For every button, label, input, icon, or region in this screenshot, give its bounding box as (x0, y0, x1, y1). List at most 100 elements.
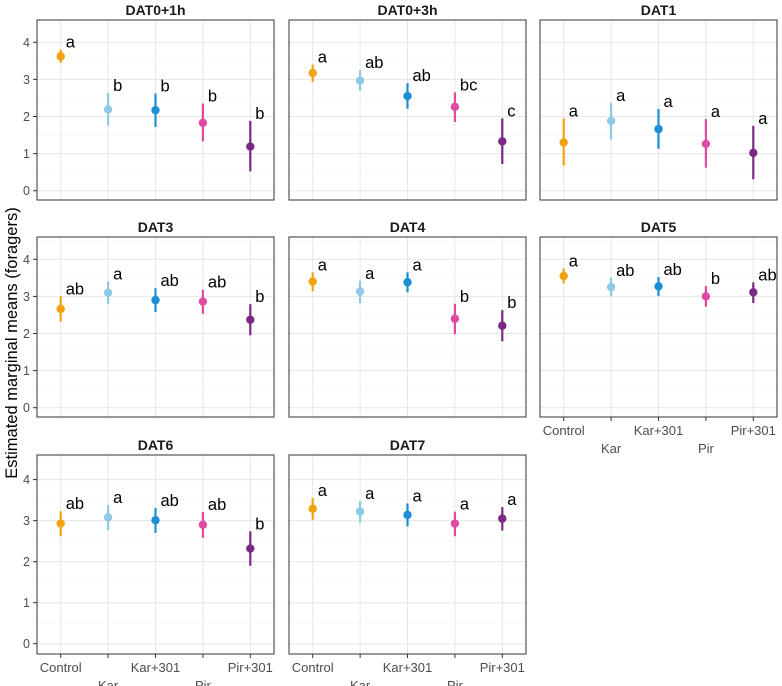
y-tick-label: 3 (23, 290, 30, 304)
panel-title: DAT5 (641, 219, 677, 235)
mean-point-pirplus301 (498, 514, 507, 523)
mean-point-control (308, 277, 317, 286)
significance-letter-karplus301: ab (413, 67, 431, 85)
significance-letter-karplus301: a (413, 487, 423, 505)
data-marks: a a a b b (308, 256, 516, 342)
mean-point-pirplus301 (749, 288, 758, 297)
significance-letter-control: ab (66, 280, 84, 298)
panel-border (36, 236, 275, 418)
significance-letter-pirplus301: a (507, 491, 517, 509)
mean-point-kar (606, 282, 616, 292)
panel-dat1: DAT1 a a a a a (539, 2, 778, 201)
x-tick-label-pirplus301: Pir+301 (228, 660, 273, 675)
grid (37, 20, 274, 200)
mean-point-control (308, 504, 317, 513)
significance-letter-pirplus301: b (255, 288, 264, 306)
y-tick-label: 4 (23, 253, 30, 267)
significance-letter-control: ab (66, 495, 84, 513)
panel-border (288, 19, 527, 201)
y-tick-label: 4 (23, 473, 30, 487)
x-tick-label-control: Control (543, 423, 585, 438)
significance-letter-control: a (318, 256, 328, 274)
mean-point-karplus301 (654, 282, 663, 291)
data-marks: a a a a a (559, 87, 768, 180)
mean-point-pir (701, 139, 711, 149)
mean-point-control (56, 519, 65, 528)
x-tick-label-karplus301: Kar+301 (634, 423, 684, 438)
mean-point-kar (355, 76, 365, 85)
y-tick-label: 1 (23, 364, 30, 378)
significance-letter-control: a (569, 253, 579, 271)
y-tick-label: 4 (23, 36, 30, 50)
panel-dat7: DAT7 Control Kar Kar+301 Pir Pir+301 a a a a a (288, 437, 527, 686)
mean-point-control (56, 304, 65, 314)
mean-point-pirplus301 (498, 321, 507, 330)
significance-letter-control: a (569, 102, 579, 120)
mean-point-karplus301 (403, 510, 412, 520)
significance-letter-control: a (66, 34, 76, 52)
mean-point-pirplus301 (246, 544, 255, 553)
mean-point-kar (355, 507, 365, 516)
significance-letter-karplus301: ab (664, 261, 682, 279)
mean-point-pir (701, 292, 711, 301)
x-tick-label-pir: Pir (698, 441, 715, 456)
data-marks: a b b b b (56, 34, 264, 172)
mean-point-pir (450, 519, 460, 528)
mean-point-pir (198, 118, 208, 128)
mean-point-pirplus301 (246, 315, 255, 324)
significance-letter-kar: a (113, 489, 123, 507)
x-tick-label-kar: Kar (350, 678, 371, 686)
y-tick-label: 0 (23, 184, 30, 198)
significance-letter-control: a (318, 482, 328, 500)
panel-dat0plus1h: DAT0+1h 0 1 2 3 4 a b b b b (23, 2, 275, 201)
x-tick-label-pir: Pir (447, 678, 464, 686)
y-tick-label: 3 (23, 73, 30, 87)
data-marks: a ab ab b ab (559, 253, 777, 307)
panel-border (288, 236, 527, 418)
significance-letter-pir: b (460, 288, 469, 306)
panel-title: DAT1 (641, 2, 677, 18)
mean-point-karplus301 (654, 124, 663, 134)
significance-letter-pir: ab (208, 274, 226, 292)
mean-point-kar (606, 116, 616, 126)
panel-dat5: DAT5 Control Kar Kar+301 Pir Pir+301 a ab ab b ab (539, 219, 778, 456)
mean-point-control (56, 52, 65, 61)
significance-letter-kar: a (616, 87, 626, 105)
mean-point-karplus301 (151, 295, 160, 305)
y-tick-label: 0 (23, 401, 30, 415)
mean-point-control (308, 68, 317, 78)
mean-point-kar (103, 105, 113, 114)
x-tick-label-pir: Pir (195, 678, 212, 686)
significance-letter-kar: b (113, 77, 122, 95)
mean-point-kar (103, 513, 113, 522)
mean-point-karplus301 (403, 278, 412, 287)
mean-point-control (559, 271, 568, 281)
significance-letter-kar: a (365, 265, 375, 283)
significance-letter-pirplus301: b (507, 294, 516, 312)
grid (289, 20, 526, 200)
panel-border (539, 19, 778, 201)
significance-letter-kar: a (113, 266, 123, 284)
y-tick-label: 1 (23, 147, 30, 161)
significance-letter-pir: a (711, 103, 721, 121)
panel-title: DAT7 (390, 437, 426, 453)
significance-letter-karplus301: a (413, 256, 423, 274)
mean-point-pirplus301 (498, 137, 507, 146)
significance-letter-pirplus301: c (507, 102, 515, 120)
data-marks: ab a ab ab b (56, 266, 264, 336)
panel-title: DAT6 (138, 437, 174, 453)
y-tick-label: 1 (23, 596, 30, 610)
significance-letter-pir: a (460, 496, 470, 514)
panel-title: DAT3 (138, 219, 174, 235)
y-tick-label: 0 (23, 637, 30, 651)
mean-point-pir (450, 102, 460, 112)
x-tick-label-control: Control (40, 660, 82, 675)
mean-point-control (559, 138, 568, 147)
grid (37, 237, 274, 417)
significance-letter-kar: ab (616, 262, 634, 280)
x-tick-label-kar: Kar (98, 678, 119, 686)
panel-dat3: DAT3 0 1 2 3 4 ab a ab ab b (23, 219, 275, 418)
panel-title: DAT0+1h (125, 2, 185, 18)
